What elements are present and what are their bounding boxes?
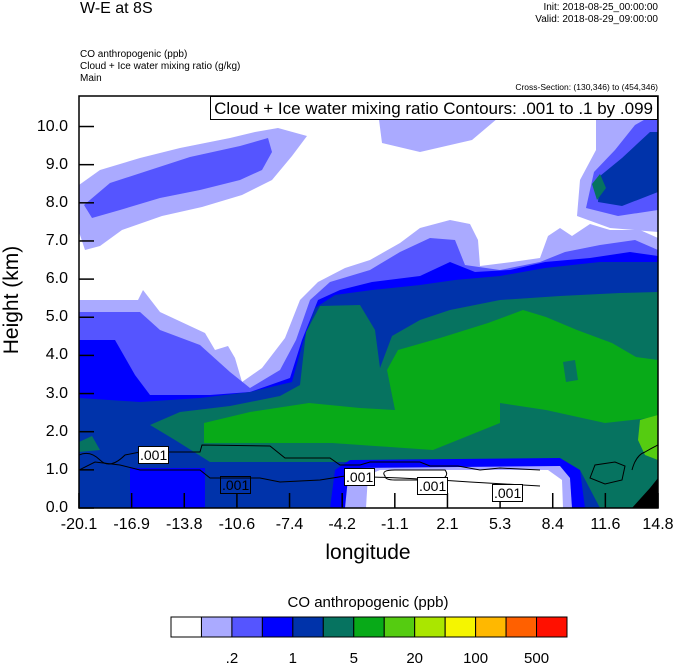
x-tick-label: -4.2 [328,516,356,533]
field-missing-terrain [632,478,658,508]
field-upper-right-darkblue [598,132,658,206]
x-axis-label: longitude [325,541,411,564]
y-tick-label: 2.0 [45,422,68,440]
contour-info-box: Cloud + Ice water mixing ratio Contours:… [210,96,658,120]
y-tick-label: 0.0 [45,499,68,516]
contour-line [589,461,626,485]
y-tick-label: 6.0 [45,270,68,288]
field-lightgreen [638,415,658,460]
y-tick-label: 4.0 [45,346,68,364]
y-axis-label: Height (km) [0,245,23,355]
x-tick-label: -1.1 [381,516,409,533]
contour-label: .001 [492,484,524,502]
contour-line [383,469,448,481]
y-tick-label: 9.0 [45,155,68,173]
subtitle-main: Main [80,73,102,84]
contour-label: .001 [344,468,376,486]
cross-section-label: Cross-Section: (130,346) to (454,346) [515,82,658,92]
colorbar-title: CO anthropogenic (ppb) [287,594,449,611]
y-tick-label: 5.0 [45,308,68,326]
field-upper-left-blue [84,138,272,218]
field-green-hole [563,360,578,382]
colorbar-label: 100 [463,650,489,667]
colorbar-label: 5 [349,650,358,667]
x-tick-label: -7.4 [275,516,304,533]
field-main-green [204,310,658,450]
colorbar-label: 500 [524,650,550,667]
x-tick-label: -20.1 [60,516,98,533]
x-tick-label: -16.9 [113,516,150,533]
valid-time: Valid: 2018-08-29_09:00:00 [535,14,658,25]
x-tick-label: 5.3 [488,516,512,533]
y-tick-label: 8.0 [45,193,68,211]
x-tick-label: 11.6 [590,516,621,533]
contour-label: .001 [138,446,170,464]
field-left-teal-patch [79,436,100,452]
contour-label: .001 [417,477,449,495]
colorbar-label: 1 [288,650,298,667]
x-tick-label: 8.4 [541,516,564,533]
plot-title: W-E at 8S [80,0,153,17]
y-tick-label: 10.0 [36,117,68,135]
subtitle-co: CO anthropogenic (ppb) [80,49,188,60]
contour-line [79,444,541,471]
init-time: Init: 2018-08-25_00:00:00 [543,2,658,13]
y-tick-label: 3.0 [45,384,68,402]
y-tick-label: 1.0 [45,460,68,478]
x-tick-label: 2.1 [436,516,459,533]
colorbar-label: .2 [225,650,239,667]
contour-label: .001 [220,476,252,494]
field-bottom-left-blue [130,468,205,508]
x-tick-label: -13.8 [166,516,203,533]
colorbar-label: 20 [406,650,424,667]
field-upper-right-teal [592,174,606,200]
y-tick-label: 7.0 [45,231,68,249]
x-tick-label: -10.6 [218,516,256,533]
subtitle-cloud: Cloud + Ice water mixing ratio (g/kg) [80,61,241,72]
contour-line [631,444,658,471]
x-tick-label: 14.8 [642,516,674,533]
